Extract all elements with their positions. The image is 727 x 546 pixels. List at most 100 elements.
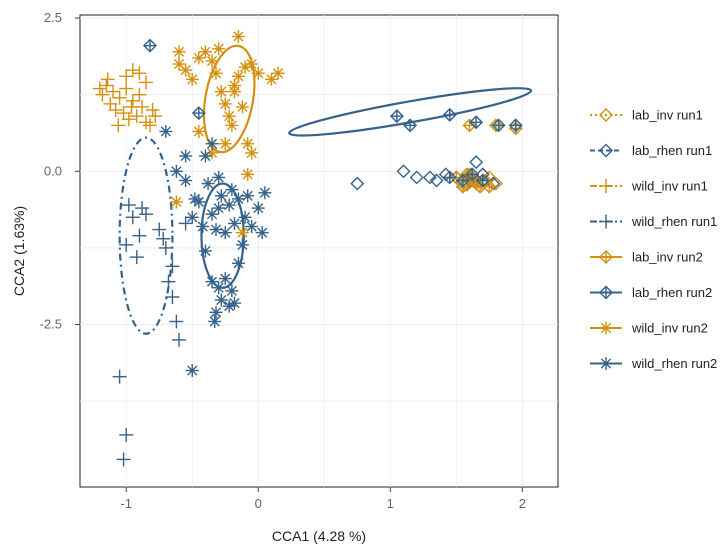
point-wild-rhen-run1 [121,198,136,213]
point-wild-inv-run1 [129,109,144,124]
point-lab-rhen-run2 [442,170,457,185]
y-tick-label: 2.5 [44,10,62,25]
point-wild-inv-run2 [169,195,183,209]
point-wild-inv-run1 [111,118,126,133]
point-wild-rhen-run1 [119,427,134,442]
point-wild-inv-run1 [125,63,140,78]
point-wild-inv-run1 [112,90,127,105]
point-wild-rhen-run1 [132,228,147,243]
point-wild-rhen-run2 [208,314,222,328]
point-wild-rhen-run1 [158,240,173,255]
point-wild-rhen-run2 [185,210,199,224]
point-wild-rhen-run2 [212,170,226,184]
point-lab-rhen-run2 [455,173,470,188]
point-wild-rhen-run2 [212,201,226,215]
legend-item: wild_inv run2 [590,321,708,336]
point-wild-rhen-run2 [241,189,255,203]
confidence-ellipse [118,136,174,335]
y-axis-title: CCA2 (1.63%) [11,206,27,296]
point-wild-rhen-run1 [116,452,131,467]
point-lab-rhen-run1 [350,176,365,191]
point-wild-rhen-run2 [235,238,249,252]
point-wild-inv-run1 [99,78,114,93]
point-lab-rhen-run2 [508,118,523,133]
point-wild-inv-run1 [132,87,147,102]
legend-label: wild_inv run1 [631,179,708,194]
point-wild-rhen-run2 [209,223,223,237]
point-wild-rhen-run2 [231,192,245,206]
legend-label: lab_inv run2 [632,250,703,265]
point-wild-inv-run1 [148,109,163,124]
point-wild-inv-run2 [245,57,259,71]
point-wild-inv-run2 [212,42,226,56]
point-wild-inv-run1 [119,69,134,84]
point-wild-inv-run1 [125,93,140,108]
point-wild-inv-run2 [245,146,259,160]
point-lab-rhen-run1 [409,170,424,185]
point-wild-rhen-run2 [227,216,241,230]
legend-label: lab_rhen run1 [632,143,712,158]
legend-item: lab_inv run1 [590,108,703,123]
legend-item: lab_rhen run1 [590,143,712,158]
legend-marker [599,108,613,122]
point-wild-inv-run2 [235,226,249,240]
point-wild-rhen-run2 [231,256,245,270]
point-wild-rhen-run1 [125,210,140,225]
point-wild-inv-run1 [92,81,107,96]
legend-item: wild_rhen run2 [590,356,717,371]
legend-label: wild_rhen run2 [631,356,717,371]
legend-label: wild_inv run2 [631,321,708,336]
point-lab-rhen-run2 [469,115,484,130]
point-lab-rhen-run1 [469,155,484,170]
point-wild-rhen-run1 [178,216,193,231]
point-lab-rhen-run2 [403,118,418,133]
point-wild-inv-run2 [214,85,228,99]
point-wild-inv-run2 [198,45,212,59]
point-wild-rhen-run1 [152,222,167,237]
point-wild-rhen-run1 [135,201,150,216]
point-wild-rhen-run2 [201,177,215,191]
point-wild-inv-run1 [119,81,134,96]
point-wild-inv-run2 [231,29,245,43]
point-wild-inv-run2 [235,100,249,114]
point-lab-inv-run1 [488,176,503,191]
point-wild-rhen-run2 [214,189,228,203]
point-wild-inv-run2 [218,97,232,111]
point-wild-inv-run2 [231,69,245,83]
legend-marker [599,143,613,158]
legend-marker [599,285,613,300]
point-wild-inv-run2 [179,63,193,77]
legend-label: lab_rhen run2 [632,285,712,300]
x-tick-label: -1 [120,496,132,511]
plot-panel [79,14,559,488]
point-wild-rhen-run1 [156,231,171,246]
legend-marker [599,179,613,193]
point-wild-rhen-run2 [238,210,252,224]
point-wild-rhen-run2 [209,305,223,319]
point-wild-inv-run1 [132,66,147,81]
point-wild-rhen-run1 [161,274,176,289]
point-lab-rhen-run1 [422,170,437,185]
grid-lines [80,15,558,487]
point-wild-inv-run1 [108,103,123,118]
point-wild-rhen-run2 [188,192,202,206]
point-wild-rhen-run2 [222,299,236,313]
point-wild-inv-run2 [264,72,278,86]
point-lab-rhen-run2 [142,38,157,53]
point-wild-rhen-run1 [129,250,144,265]
point-wild-inv-run1 [139,75,154,90]
point-wild-inv-run1 [106,84,121,99]
point-wild-rhen-run2 [227,296,241,310]
point-wild-rhen-run2 [205,275,219,289]
point-wild-rhen-run2 [214,293,228,307]
y-tick-label: -2.5 [40,317,62,332]
point-lab-rhen-run2 [191,106,206,121]
x-tick-label: 0 [255,496,262,511]
point-wild-inv-run2 [251,66,265,80]
point-wild-rhen-run2 [225,284,239,298]
point-wild-inv-run2 [172,45,186,59]
point-wild-rhen-run2 [179,174,193,188]
point-wild-inv-run2 [227,85,241,99]
point-wild-rhen-run1 [165,259,180,274]
